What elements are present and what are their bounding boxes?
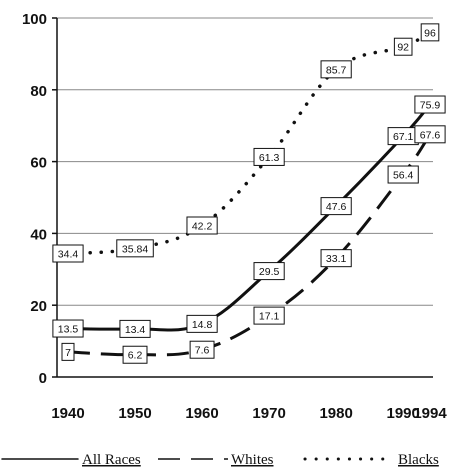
data-label-box	[320, 249, 352, 268]
x-tick-label-1990: 1990	[386, 405, 419, 422]
data-label-whites-1994: 67.6	[414, 125, 446, 144]
y-tick-label-0: 0	[39, 370, 47, 387]
data-label-text: 47.6	[326, 201, 347, 213]
data-label-text: 67.1	[393, 131, 414, 143]
data-label-box	[122, 345, 148, 364]
data-label-whites-1960: 7.6	[189, 340, 215, 359]
data-label-all-races-1980: 47.6	[320, 197, 352, 216]
x-tick-label-1970: 1970	[252, 405, 285, 422]
legend-item-whites: Whites	[158, 452, 274, 468]
data-label-blacks-1994: 96	[420, 23, 440, 42]
data-label-box	[387, 165, 419, 184]
legend-label-blacks: Blacks	[398, 452, 439, 468]
data-label-text: 17.1	[259, 311, 280, 323]
x-tick-label-1994: 1994	[413, 405, 447, 422]
series-line-all-races	[66, 103, 432, 332]
data-label-blacks-1950: 35.84	[116, 239, 154, 258]
series-line-blacks	[66, 30, 432, 256]
data-label-all-races-1950: 13.4	[119, 319, 151, 338]
data-label-text: 42.2	[192, 221, 213, 233]
y-tick-label-80: 80	[30, 83, 47, 100]
gridlines	[57, 17, 433, 306]
data-label-whites-1980: 33.1	[320, 249, 352, 268]
x-tick-label-1940: 1940	[51, 405, 84, 422]
data-label-blacks-1960: 42.2	[186, 216, 218, 235]
data-label-box	[253, 147, 285, 166]
data-label-box	[52, 244, 84, 263]
data-label-all-races-1970: 29.5	[253, 262, 285, 281]
data-label-text: 34.4	[58, 249, 79, 261]
x-tick-label-1980: 1980	[319, 405, 352, 422]
data-label-text: 33.1	[326, 253, 347, 265]
series-lines	[66, 30, 432, 357]
data-label-text: 7.6	[195, 345, 210, 357]
data-label-whites-1990: 56.4	[387, 165, 419, 184]
data-label-text: 61.3	[259, 152, 280, 164]
data-label-blacks-1990: 92	[393, 37, 413, 56]
data-label-all-races-1960: 14.8	[186, 314, 218, 333]
y-tick-label-40: 40	[30, 226, 47, 243]
data-label-text: 14.8	[192, 319, 213, 331]
data-label-text: 67.6	[420, 129, 441, 141]
data-label-all-races-1990: 67.1	[387, 127, 419, 146]
data-label-box	[253, 306, 285, 325]
data-label-blacks-1940: 34.4	[52, 244, 84, 263]
data-label-box	[320, 197, 352, 216]
data-label-box	[186, 314, 218, 333]
data-label-text: 96	[424, 27, 436, 39]
data-label-all-races-1940: 13.5	[52, 319, 84, 338]
data-labels: 13.5 13.4 14.8 29.5 47.6 67.1 75.9 7 6.2 7.6 17.1 3…	[52, 23, 446, 364]
data-label-box	[253, 262, 285, 281]
data-label-blacks-1970: 61.3	[253, 147, 285, 166]
legend-item-blacks: Blacks	[303, 452, 439, 468]
legend-label-whites: Whites	[231, 452, 274, 468]
data-label-box	[189, 340, 215, 359]
legend-label-all-races: All Races	[82, 452, 141, 468]
data-label-blacks-1980: 85.7	[320, 60, 352, 79]
legend: All Races Whites Blacks	[1, 452, 439, 468]
data-label-box	[393, 37, 413, 56]
data-label-whites-1970: 17.1	[253, 306, 285, 325]
data-label-text: 75.9	[420, 100, 441, 112]
data-label-text: 13.4	[125, 324, 146, 336]
y-tick-label-100: 100	[22, 11, 47, 28]
data-label-box	[52, 319, 84, 338]
data-label-box	[119, 319, 151, 338]
data-label-text: 7	[65, 347, 71, 359]
data-label-box	[414, 125, 446, 144]
data-label-box	[414, 95, 446, 114]
x-tick-label-1960: 1960	[185, 405, 218, 422]
data-label-box	[116, 239, 154, 258]
data-label-text: 35.84	[122, 243, 148, 255]
x-tick-label-1950: 1950	[118, 405, 151, 422]
data-label-text: 6.2	[128, 350, 143, 362]
data-label-whites-1950: 6.2	[122, 345, 148, 364]
data-label-text: 85.7	[326, 64, 347, 76]
data-label-whites-1940: 7	[61, 342, 75, 361]
data-label-box	[420, 23, 440, 42]
data-label-box	[320, 60, 352, 79]
data-label-all-races-1994: 75.9	[414, 95, 446, 114]
axes	[52, 17, 433, 378]
data-label-text: 92	[397, 42, 409, 54]
y-tick-label-20: 20	[30, 298, 47, 315]
data-label-text: 13.5	[58, 324, 79, 336]
data-label-text: 56.4	[393, 170, 414, 182]
data-label-text: 29.5	[259, 266, 280, 278]
legend-item-all-races: All Races	[1, 452, 141, 468]
y-tick-label-60: 60	[30, 155, 47, 172]
data-label-box	[61, 342, 75, 361]
data-label-box	[186, 216, 218, 235]
